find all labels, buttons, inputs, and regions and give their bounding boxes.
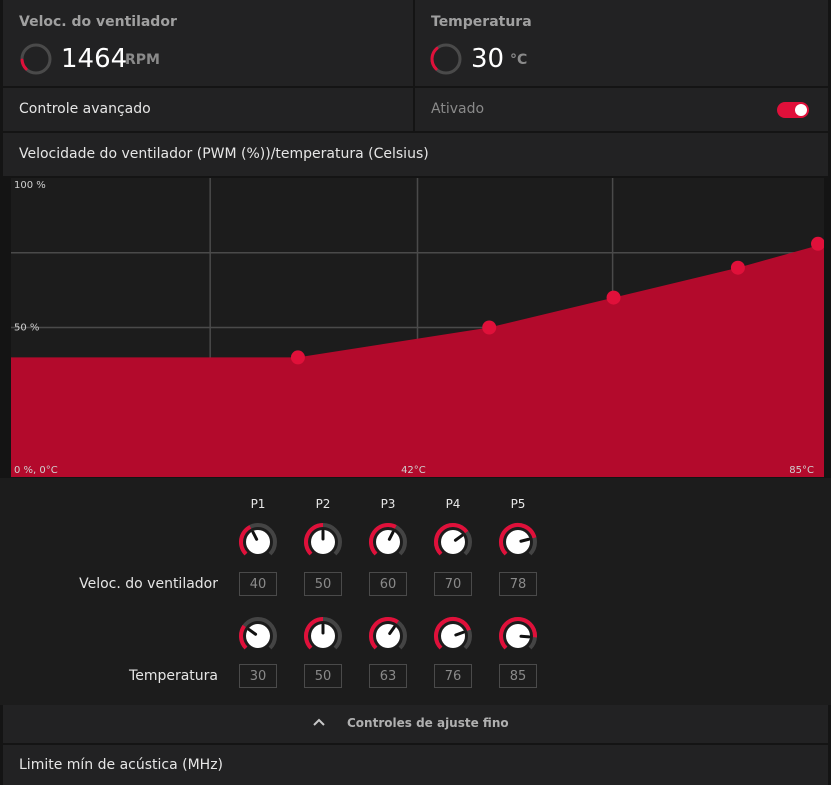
temperature-label: Temperatura bbox=[431, 14, 532, 30]
fan-speed-unit: RPM bbox=[125, 52, 160, 68]
fan-curve-chart[interactable]: 100 % 50 % 0 %, 0°C 42°C 85°C bbox=[11, 178, 825, 477]
fan-speed-knob-p1[interactable] bbox=[238, 522, 278, 562]
y-label-mid: 50 % bbox=[14, 323, 39, 334]
column-head-p5: P5 bbox=[510, 497, 526, 511]
fan-speed-value-box-p3[interactable]: 60 bbox=[369, 572, 407, 596]
column-head-p4: P4 bbox=[445, 497, 461, 511]
knob-dial-icon bbox=[304, 523, 342, 556]
fan-curve-svg[interactable]: 100 % 50 % 0 %, 0°C 42°C 85°C bbox=[11, 178, 825, 477]
fan-speed-value-box-p4[interactable]: 70 bbox=[434, 572, 472, 596]
advanced-control-row: Controle avançado bbox=[3, 88, 413, 131]
fan-speed-value: 1464 bbox=[61, 44, 128, 74]
toggle-knob bbox=[795, 104, 807, 116]
fan-speed-value-box-p2[interactable]: 50 bbox=[304, 572, 342, 596]
knob-dial-icon bbox=[369, 523, 407, 556]
fan-speed-knob-p4[interactable] bbox=[433, 522, 473, 562]
temperature-value-box-p4[interactable]: 76 bbox=[434, 664, 472, 688]
knob-dial-icon bbox=[434, 617, 472, 650]
knob-dial-icon bbox=[239, 523, 277, 556]
curve-point-2[interactable] bbox=[482, 320, 497, 335]
temperature-knob-p5[interactable] bbox=[498, 616, 538, 656]
fan-speed-knob-p2[interactable] bbox=[303, 522, 343, 562]
temperature-value-box-p1[interactable]: 30 bbox=[239, 664, 277, 688]
acoustic-limit-label: Limite mín de acústica (MHz) bbox=[19, 757, 223, 773]
temperature-knob-p3[interactable] bbox=[368, 616, 408, 656]
temperature-knob-p2[interactable] bbox=[303, 616, 343, 656]
fan-speed-label: Veloc. do ventilador bbox=[19, 14, 177, 30]
x-label-max: 85°C bbox=[789, 465, 814, 476]
advanced-control-label: Controle avançado bbox=[19, 101, 151, 117]
fan-speed-gauge bbox=[20, 43, 52, 75]
temperature-unit: °C bbox=[510, 52, 528, 68]
temperature-gauge bbox=[430, 43, 462, 75]
acoustic-limit-row: Limite mín de acústica (MHz) bbox=[3, 745, 828, 785]
temperature-row-label: Temperatura bbox=[129, 668, 218, 684]
temperature-panel: Temperatura 30 °C bbox=[415, 0, 828, 86]
knob-dial-icon bbox=[304, 617, 342, 650]
curve-point-3[interactable] bbox=[606, 290, 621, 305]
temperature-value-box-p5[interactable]: 85 bbox=[499, 664, 537, 688]
knob-dial-icon bbox=[499, 523, 537, 556]
curve-area bbox=[11, 243, 824, 477]
knob-dial-icon bbox=[368, 616, 407, 650]
curve-title: Velocidade do ventilador (PWM (%))/tempe… bbox=[19, 146, 429, 162]
knob-dial-icon bbox=[499, 617, 537, 650]
fan-speed-knob-p3[interactable] bbox=[368, 522, 408, 562]
fine-tune-bar[interactable]: Controles de ajuste fino bbox=[3, 705, 828, 743]
temperature-value-box-p2[interactable]: 50 bbox=[304, 664, 342, 688]
advanced-control-toggle[interactable] bbox=[777, 102, 809, 118]
advanced-state-row: Ativado bbox=[415, 88, 828, 131]
column-head-p2: P2 bbox=[315, 497, 331, 511]
temperature-knob-p1[interactable] bbox=[238, 616, 278, 656]
curve-title-row: Velocidade do ventilador (PWM (%))/tempe… bbox=[3, 133, 828, 176]
temperature-knob-p4[interactable] bbox=[433, 616, 473, 656]
curve-point-5[interactable] bbox=[811, 236, 825, 251]
knob-dial-icon bbox=[433, 522, 472, 556]
temperature-value-box-p3[interactable]: 63 bbox=[369, 664, 407, 688]
advanced-state-label: Ativado bbox=[431, 101, 485, 117]
chevron-up-icon bbox=[313, 718, 325, 726]
column-head-p1: P1 bbox=[250, 497, 266, 511]
temperature-value: 30 bbox=[471, 44, 505, 74]
x-label-mid: 42°C bbox=[401, 465, 426, 476]
y-label-max: 100 % bbox=[14, 180, 46, 191]
curve-point-1[interactable] bbox=[290, 350, 305, 365]
fine-tune-label: Controles de ajuste fino bbox=[347, 716, 509, 730]
knob-dial-icon bbox=[239, 617, 277, 650]
fan-speed-panel: Veloc. do ventilador 1464 RPM bbox=[3, 0, 413, 86]
curve-point-4[interactable] bbox=[730, 260, 745, 275]
fan-speed-value-box-p5[interactable]: 78 bbox=[499, 572, 537, 596]
fan-speed-knob-p5[interactable] bbox=[498, 522, 538, 562]
fan-speed-value-box-p1[interactable]: 40 bbox=[239, 572, 277, 596]
column-head-p3: P3 bbox=[380, 497, 396, 511]
x-label-min: 0 %, 0°C bbox=[14, 465, 58, 476]
point-controls: P1 P2 P3 P4 P5 Veloc. do ventilador Temperat… bbox=[0, 478, 831, 705]
fan-speed-row-label: Veloc. do ventilador bbox=[79, 576, 218, 592]
